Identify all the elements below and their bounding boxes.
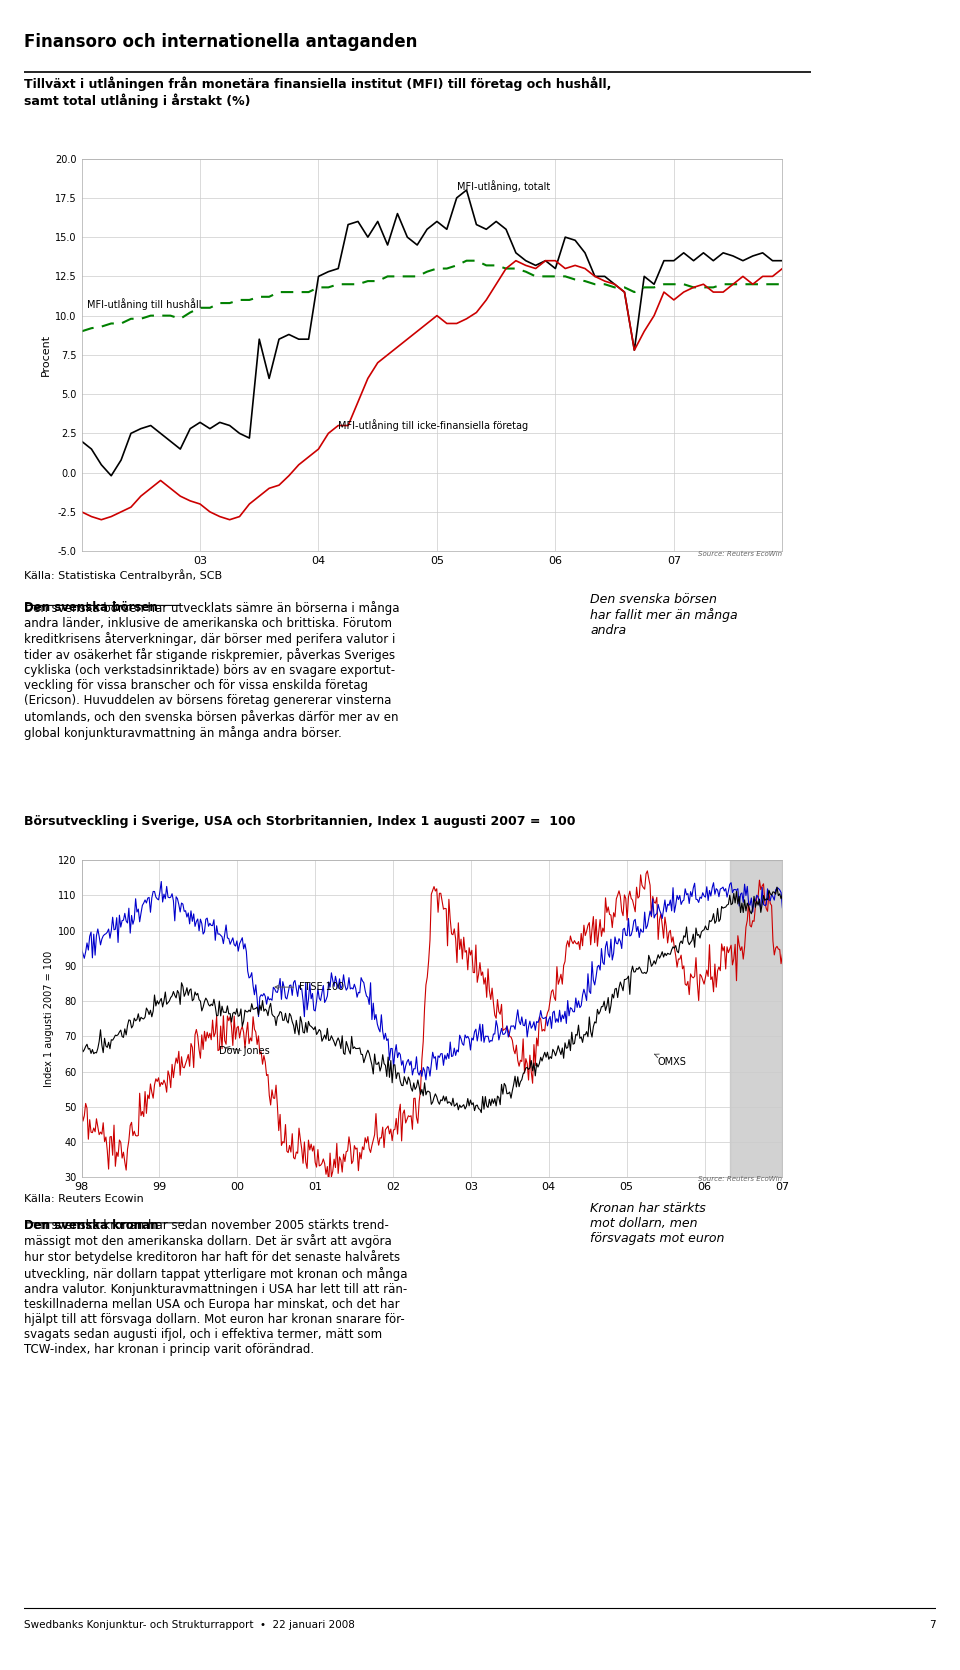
Text: Den svenska kronan har sedan november 2005 stärkts trend-
mässigt mot den amerik: Den svenska kronan har sedan november 20… <box>24 1219 407 1356</box>
Text: Den svenska börsen: Den svenska börsen <box>24 601 157 615</box>
Text: Swedbanks Konjunktur- och Strukturrapport  •  22 januari 2008: Swedbanks Konjunktur- och Strukturrappor… <box>24 1620 355 1630</box>
Text: MFI-utlåning till icke-finansiella företag: MFI-utlåning till icke-finansiella föret… <box>338 419 528 431</box>
Y-axis label: Procent: Procent <box>41 334 51 376</box>
Text: Börsutveckling i Sverige, USA och Storbritannien, Index 1 augusti 2007 =  100: Börsutveckling i Sverige, USA och Storbr… <box>24 815 575 828</box>
Text: Den svenska börsen: Den svenska börsen <box>24 601 144 615</box>
Text: Tillväxt i utlåningen från monetära finansiella institut (MFI) till företag och : Tillväxt i utlåningen från monetära fina… <box>24 77 612 109</box>
Text: Den svenska kronan: Den svenska kronan <box>24 1219 158 1232</box>
Text: Den svenska börsen har utvecklats sämre än börserna i många
andra länder, inklus: Den svenska börsen har utvecklats sämre … <box>24 601 399 740</box>
Text: Dow Jones: Dow Jones <box>219 1045 269 1055</box>
Text: MFI-utlåning, totalt: MFI-utlåning, totalt <box>457 180 550 192</box>
Text: FTSE 100: FTSE 100 <box>276 982 345 992</box>
Text: Finansoro och internationella antaganden: Finansoro och internationella antaganden <box>24 33 418 50</box>
Text: Kronan har stärkts
mot dollarn, men
försvagats mot euron: Kronan har stärkts mot dollarn, men förs… <box>590 1202 725 1246</box>
Bar <box>730 860 782 1177</box>
Text: OMXS: OMXS <box>655 1054 686 1067</box>
Text: Källa: Statistiska Centralbyrån, SCB: Källa: Statistiska Centralbyrån, SCB <box>24 569 222 581</box>
Text: Source: Reuters EcoWin: Source: Reuters EcoWin <box>698 551 782 558</box>
Y-axis label: Index 1 augusti 2007 = 100: Index 1 augusti 2007 = 100 <box>44 950 54 1087</box>
Text: Källa: Reuters Ecowin: Källa: Reuters Ecowin <box>24 1194 144 1204</box>
Text: Den svenska börsen
har fallit mer än många
andra: Den svenska börsen har fallit mer än mån… <box>590 593 738 636</box>
Text: MFI-utlåning till hushåll: MFI-utlåning till hushåll <box>86 297 201 309</box>
Text: Source: Reuters EcoWin: Source: Reuters EcoWin <box>698 1176 782 1182</box>
Text: 7: 7 <box>929 1620 936 1630</box>
